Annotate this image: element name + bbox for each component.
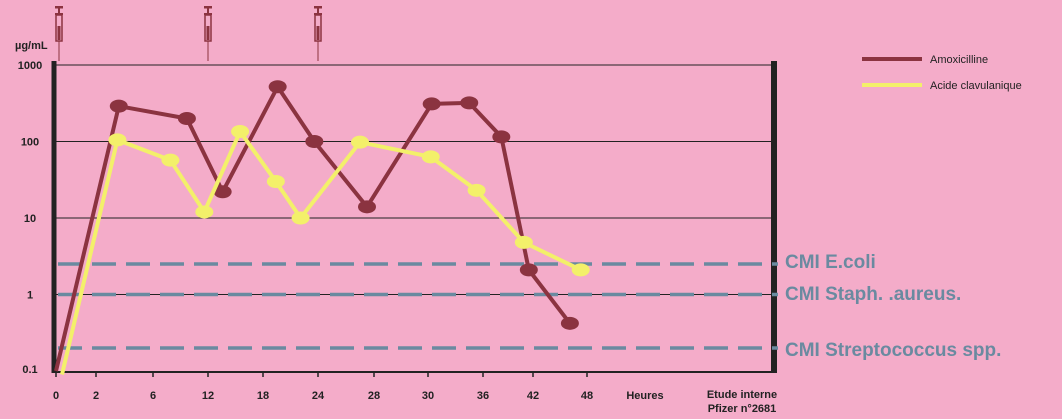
series-1-point-7 <box>351 135 369 149</box>
series-0 <box>54 80 579 372</box>
x-tick-label-5: 24 <box>312 390 325 402</box>
series-1-point-11 <box>571 263 590 277</box>
series-1-point-5 <box>266 175 285 189</box>
series-0-point-10 <box>519 263 538 277</box>
syringe-flange <box>55 13 63 15</box>
x-tick-label-6: 28 <box>368 390 380 402</box>
legend: Amoxicilline Acide clavulanique <box>862 54 1022 92</box>
x-tick-label-7: 30 <box>422 390 434 402</box>
reference-lines: CMI E.coli CMI Staph. .aureus. CMI Strepto… <box>58 252 1001 361</box>
x-tick-label-4: 18 <box>257 390 269 402</box>
syringe-plunger <box>317 8 319 14</box>
syringe-plunger <box>207 8 209 14</box>
syringe-flange <box>314 13 322 15</box>
series-1-point-6 <box>291 211 310 225</box>
y-tick-label-2: 10 <box>24 213 36 225</box>
series-1-point-8 <box>421 150 440 164</box>
y-tick-label-3: 100 <box>21 137 39 149</box>
series-line-0 <box>54 84 572 372</box>
x-tick-label-8: 36 <box>477 390 489 402</box>
syringe-flange <box>204 13 212 15</box>
series-1-point-3 <box>195 205 214 219</box>
syringe-fluid <box>57 26 61 40</box>
series-0-point-11 <box>560 316 579 330</box>
series-1-point-10 <box>514 235 533 249</box>
x-tick-label-2: 6 <box>150 390 156 402</box>
x-tick-label-1: 2 <box>93 390 99 402</box>
series-1-point-9 <box>467 183 486 197</box>
series-line-1 <box>60 129 582 375</box>
syringe-icon <box>314 6 322 61</box>
reference-label-2: CMI Streptococcus spp. <box>785 340 1001 361</box>
series-0-point-7 <box>422 97 441 111</box>
reference-label-1: CMI Staph. .aureus. <box>785 284 961 305</box>
series-1-point-2 <box>161 153 180 167</box>
y-tick-label-0: 0.1 <box>22 364 37 376</box>
syringe-fluid <box>206 26 210 40</box>
syringe-icon <box>55 6 63 61</box>
x-tick-label-9: 42 <box>527 390 539 402</box>
x-tick-label-3: 12 <box>202 390 214 402</box>
syringe-plunger-top <box>55 6 63 9</box>
y-tick-label-1: 1 <box>27 290 33 302</box>
reference-label-0: CMI E.coli <box>785 252 876 273</box>
series-0-point-6 <box>358 200 376 214</box>
legend-label-0: Amoxicilline <box>930 54 988 66</box>
y-tick-label-4: 1000 <box>18 60 42 72</box>
syringe-plunger <box>58 8 60 14</box>
series-0-point-3 <box>213 185 232 199</box>
grid-lines <box>56 64 773 295</box>
legend-label-1: Acide clavulanique <box>930 80 1022 92</box>
y-axis-label: µg/mL <box>15 40 48 52</box>
series-0-point-9 <box>492 130 511 144</box>
series-1-point-4 <box>231 125 250 139</box>
study-note-line-1: Etude interne <box>707 389 777 401</box>
series-0-point-1 <box>109 99 128 113</box>
series-1 <box>60 125 590 375</box>
series-0-point-4 <box>268 80 287 94</box>
syringe-plunger-top <box>314 6 322 9</box>
axes: 0.1 1 10 100 1000 0 2 6 12 18 24 28 30 36 42 48 <box>18 60 777 402</box>
series-0-point-8 <box>460 96 479 110</box>
series-0-point-2 <box>177 111 196 125</box>
syringe-fluid <box>316 26 320 40</box>
x-tick-label-0: 0 <box>53 390 59 402</box>
series-group <box>54 80 590 375</box>
syringe-plunger-top <box>204 6 212 9</box>
x-tick-label-10: 48 <box>581 390 593 402</box>
syringe-icon <box>204 6 212 61</box>
x-axis-label: Heures <box>626 390 663 402</box>
study-note-line-2: Pfizer n°2681 <box>708 403 777 415</box>
series-0-point-5 <box>305 135 324 148</box>
series-1-point-1 <box>108 133 127 147</box>
dose-markers <box>55 6 322 61</box>
